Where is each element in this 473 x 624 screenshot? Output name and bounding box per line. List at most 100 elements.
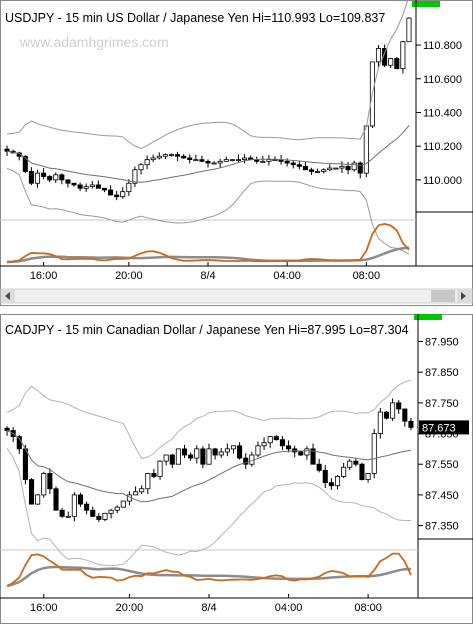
scroll-indicator [414, 314, 442, 320]
candle [261, 442, 267, 447]
candle [181, 155, 187, 159]
candle [237, 445, 243, 459]
candle [351, 162, 357, 171]
candle [157, 460, 163, 477]
candle [65, 179, 71, 184]
candle [341, 466, 347, 477]
candle [28, 171, 34, 184]
candle [402, 408, 408, 422]
candle [382, 48, 388, 66]
candle [365, 473, 371, 480]
candle [95, 184, 101, 189]
candle [371, 433, 377, 474]
x-tick-label: 08:00 [354, 602, 382, 614]
candle [22, 155, 28, 172]
candle [71, 182, 77, 186]
candle [4, 427, 10, 431]
candle [53, 174, 59, 181]
candle [59, 174, 65, 181]
candle [353, 460, 359, 465]
horizontal-scrollbar[interactable] [0, 288, 473, 304]
candle [235, 159, 241, 162]
candle [114, 194, 120, 198]
y-tick-label: 87.950 [425, 336, 459, 348]
candle [394, 58, 400, 70]
candle [53, 488, 59, 511]
candle [108, 189, 114, 196]
candle [357, 162, 363, 174]
candle [77, 184, 83, 189]
candle [193, 159, 199, 162]
candle [41, 172, 47, 177]
scroll-thumb[interactable] [431, 290, 455, 302]
candle [77, 494, 84, 505]
upper-band [6, 379, 412, 460]
usdjpy-chart[interactable]: USDJPY - 15 min US Dollar / Japanese Yen… [0, 0, 473, 306]
x-tick-label: 8/4 [200, 270, 215, 282]
candle [151, 473, 157, 477]
indicator-average-line [6, 565, 411, 588]
candle [304, 448, 310, 456]
candle [217, 160, 223, 164]
candle [187, 157, 193, 161]
candle [390, 402, 396, 419]
candle [133, 491, 139, 496]
candle [194, 448, 200, 459]
candle [243, 457, 249, 465]
candle [315, 171, 321, 173]
y-tick-label: 110.200 [423, 141, 462, 153]
candle [328, 482, 334, 487]
candle [84, 503, 90, 511]
cadjpy-chart[interactable]: CADJPY - 15 min Canadian Dollar / Japane… [0, 314, 473, 624]
last-price-box [419, 420, 469, 435]
usdjpy-chart-panel: USDJPY - 15 min US Dollar / Japanese Yen… [0, 0, 473, 306]
y-tick-label: 110.000 [423, 175, 462, 187]
y-tick-label: 87.850 [425, 367, 459, 379]
candle [273, 436, 279, 441]
candle [224, 448, 230, 453]
candle [327, 167, 333, 171]
candle [114, 506, 120, 511]
candle [316, 463, 322, 471]
last-price-label: 87.673 [422, 422, 456, 434]
candle [347, 460, 353, 468]
candle [212, 448, 218, 456]
candle [334, 476, 341, 487]
candle [144, 159, 150, 166]
candle [408, 420, 414, 428]
candle [339, 165, 345, 169]
candle [284, 160, 290, 164]
candle [229, 159, 235, 162]
candle [205, 160, 211, 164]
x-tick-label: 20:00 [115, 270, 143, 282]
candle [199, 159, 205, 162]
candle [168, 154, 174, 156]
candle [188, 454, 194, 459]
candle [230, 445, 237, 450]
upper-band [6, 0, 409, 150]
y-tick-label: 87.550 [425, 459, 459, 471]
candle [279, 439, 285, 447]
chart-frame [0, 0, 473, 306]
candle [175, 448, 181, 465]
candle [35, 494, 41, 505]
candle [302, 165, 308, 171]
candle [89, 184, 95, 188]
candle [363, 125, 369, 174]
candle [169, 454, 175, 465]
moving-average [6, 125, 410, 183]
candle [223, 159, 229, 162]
chevron-left-icon [5, 292, 10, 300]
candle [47, 473, 53, 490]
candle [286, 445, 292, 450]
candle [181, 448, 188, 456]
candle [65, 515, 71, 518]
y-tick-label: 110.800 [423, 40, 462, 52]
x-tick-label: 20:00 [116, 602, 144, 614]
watermark: www.adamhgrimes.com [19, 34, 169, 50]
candle [211, 162, 217, 165]
x-tick-label: 04:00 [275, 602, 303, 614]
candle [59, 509, 65, 517]
lower-band [6, 167, 410, 255]
candle [41, 473, 47, 496]
